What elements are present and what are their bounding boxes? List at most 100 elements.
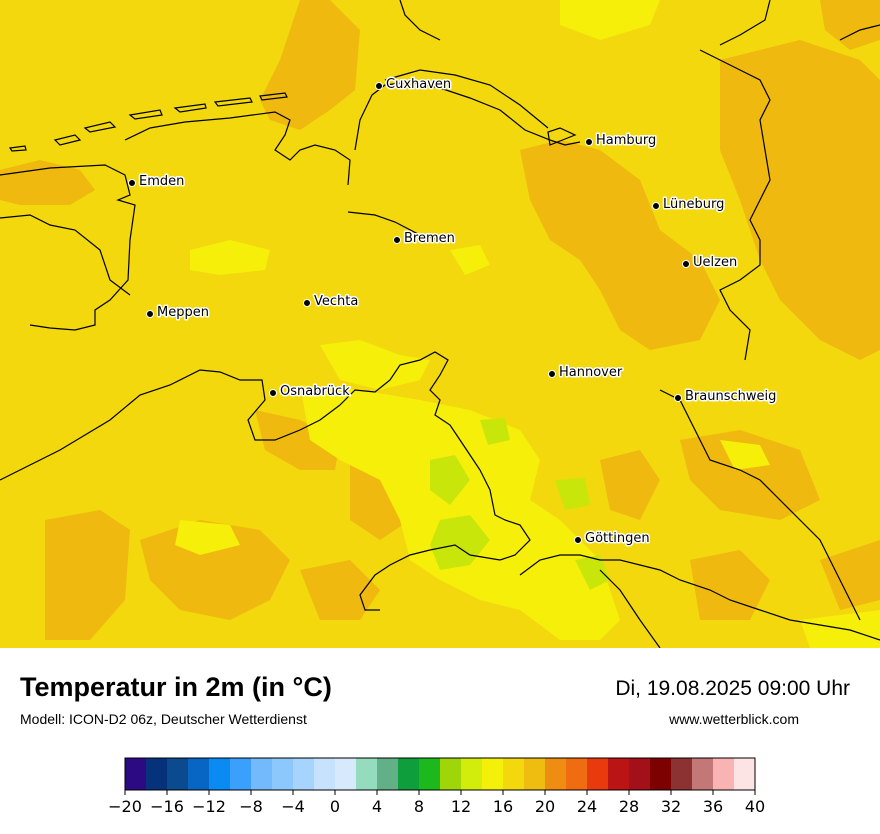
- elbe: [384, 69, 549, 129]
- legend-tick-label: 16: [493, 797, 513, 816]
- legend-color-box: [713, 758, 735, 790]
- legend-tick-label: 40: [745, 797, 765, 816]
- border: [0, 369, 341, 481]
- legend-color-box: [566, 758, 588, 790]
- border: [839, 24, 880, 41]
- legend-color-box: [188, 758, 210, 790]
- legend-color-box: [587, 758, 609, 790]
- border: [339, 351, 531, 561]
- city-label: Meppen: [157, 305, 209, 320]
- city-dot: [393, 236, 401, 244]
- island: [53, 134, 82, 146]
- legend-color-box: [545, 758, 567, 790]
- city-label: Hamburg: [596, 133, 656, 148]
- legend-color-box: [671, 758, 693, 790]
- legend-tick-label: 20: [535, 797, 555, 816]
- city-label: Osnabrück: [280, 384, 350, 399]
- legend-color-box: [167, 758, 189, 790]
- legend-tick-label: 0: [330, 797, 340, 816]
- legend-color-box: [650, 758, 672, 790]
- city-dot: [375, 82, 383, 90]
- legend-tick-label: 4: [372, 797, 382, 816]
- legend-color-box: [692, 758, 714, 790]
- island: [83, 121, 117, 133]
- coastline: [354, 81, 581, 151]
- city-label: Uelzen: [693, 255, 737, 270]
- city-label: Braunschweig: [685, 389, 776, 404]
- city-dot: [674, 394, 682, 402]
- legend-color-box: [209, 758, 231, 790]
- legend-color-box: [146, 758, 168, 790]
- legend-color-box: [734, 758, 756, 790]
- weser: [347, 211, 441, 241]
- legend-color-box: [461, 758, 483, 790]
- border: [0, 214, 131, 296]
- legend-tick-label: −20: [108, 797, 142, 816]
- border: [399, 0, 441, 41]
- forecast-datetime: Di, 19.08.2025 09:00 Uhr: [615, 677, 850, 700]
- legend-color-box: [398, 758, 420, 790]
- coastline: [124, 111, 351, 186]
- island: [173, 103, 207, 113]
- border: [659, 389, 861, 621]
- legend-color-box: [440, 758, 462, 790]
- legend-tick-label: −8: [239, 797, 263, 816]
- legend-tick-label: 28: [619, 797, 639, 816]
- cool-areas: [175, 0, 880, 648]
- legend-tick-label: 36: [703, 797, 723, 816]
- legend-tick-label: −16: [150, 797, 184, 816]
- coastline: [547, 127, 577, 146]
- city-dot: [303, 299, 311, 307]
- legend-color-box: [125, 758, 147, 790]
- city-label: Hannover: [559, 365, 623, 380]
- legend-color-box: [314, 758, 336, 790]
- island: [259, 92, 288, 101]
- legend-color-box: [503, 758, 525, 790]
- legend-color-box: [377, 758, 399, 790]
- legend-tick-label: 24: [577, 797, 597, 816]
- island: [8, 145, 27, 152]
- city-label: Göttingen: [585, 531, 650, 546]
- map-canvas: Cuxhaven Hamburg Emden Lüneburg Bremen Uelzen…: [0, 0, 880, 648]
- legend-color-box: [335, 758, 357, 790]
- model-info: Modell: ICON-D2 06z, Deutscher Wetterdie…: [20, 711, 307, 727]
- legend-canvas: −20 −16 −12 −8 −4 0 4 8 12 16 20 24 28 32 36 40: [108, 757, 765, 816]
- legend-color-box: [230, 758, 252, 790]
- legend-color-box: [482, 758, 504, 790]
- city-label: Vechta: [314, 294, 358, 309]
- city-label: Cuxhaven: [386, 77, 451, 92]
- border: [699, 49, 771, 361]
- city-dot: [574, 536, 582, 544]
- city-dot: [548, 370, 556, 378]
- legend-color-box: [293, 758, 315, 790]
- color-legend: −20 −16 −12 −8 −4 0 4 8 12 16 20 24 28 32 36 40: [0, 750, 880, 830]
- border: [359, 544, 501, 611]
- map-title: Temperatur in 2m (in °C): [20, 672, 332, 702]
- legend-color-box: [272, 758, 294, 790]
- city-dot: [652, 202, 660, 210]
- legend-color-box: [629, 758, 651, 790]
- coastline: [0, 164, 136, 331]
- border: [719, 0, 771, 46]
- legend-tick-label: −12: [192, 797, 226, 816]
- website-link[interactable]: www.wetterblick.com: [669, 711, 799, 727]
- legend-color-box: [524, 758, 546, 790]
- temperature-map: Cuxhaven Hamburg Emden Lüneburg Bremen Uelzen…: [0, 0, 880, 648]
- city-label: Bremen: [404, 231, 455, 246]
- city-label: Emden: [139, 174, 184, 189]
- legend-color-box: [251, 758, 273, 790]
- city-dot: [682, 260, 690, 268]
- legend-tick-label: 12: [451, 797, 471, 816]
- boundary-lines: [0, 0, 880, 648]
- legend-color-box: [356, 758, 378, 790]
- island: [128, 109, 163, 120]
- city-dot: [585, 138, 593, 146]
- border: [519, 554, 880, 641]
- city-dot: [128, 179, 136, 187]
- legend-color-box: [608, 758, 630, 790]
- legend-tick-label: 32: [661, 797, 681, 816]
- legend-frame: [124, 757, 756, 791]
- legend-tick-label: −4: [281, 797, 305, 816]
- city-markers: Cuxhaven Hamburg Emden Lüneburg Bremen Uelzen…: [128, 76, 778, 548]
- legend-tick-label: 8: [414, 797, 424, 816]
